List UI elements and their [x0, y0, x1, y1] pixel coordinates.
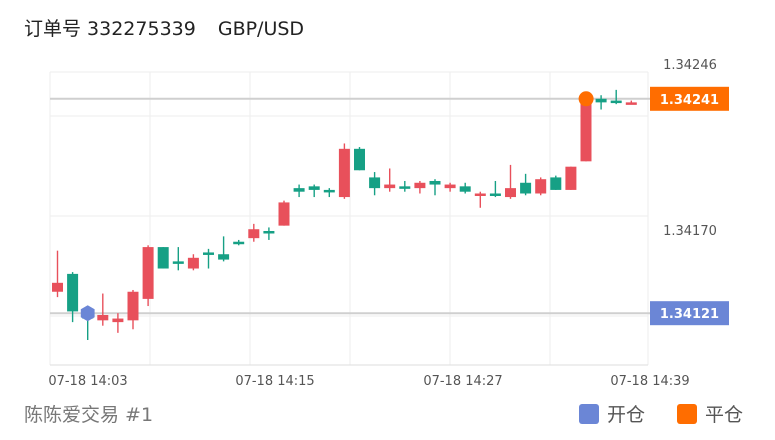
candle-body: [112, 318, 124, 323]
candle-body: [172, 261, 184, 264]
candle-body: [610, 100, 622, 104]
candle-body: [474, 193, 486, 196]
candle-body: [187, 257, 199, 269]
candle-body: [595, 98, 607, 103]
candle-body: [384, 184, 396, 189]
candlestick-chart: 1.34246 1.34170 1.34241 1.34121 07-18 14:03 0…: [48, 58, 729, 389]
candle-body: [203, 252, 214, 255]
symbol-label: GBP/USD: [217, 18, 305, 40]
legend-open: 开仓: [579, 400, 645, 427]
legend-close-label: 平仓: [705, 404, 744, 426]
legend-close: 平仓: [677, 400, 743, 427]
x-tick-label: 07-18 14:15: [235, 374, 314, 389]
x-tick-label: 07-18 14:03: [48, 374, 127, 389]
candle-body: [414, 182, 426, 189]
candle-body: [157, 247, 169, 269]
candle-body: [369, 177, 381, 189]
candle-body: [278, 202, 290, 226]
candle-body: [233, 241, 245, 245]
candle-body: [535, 179, 547, 194]
account-label: 陈陈爱交易 #1: [24, 404, 154, 426]
candle-body: [354, 148, 365, 171]
candle-body: [580, 97, 592, 162]
legend-open-label: 开仓: [607, 404, 646, 426]
candle-body: [565, 166, 577, 190]
candle-body: [520, 182, 532, 194]
candle-body: [97, 314, 109, 321]
open-price-tag-label: 1.34121: [660, 307, 719, 322]
candle-body: [127, 291, 139, 321]
candle-body: [444, 184, 456, 189]
candle-body: [338, 148, 350, 198]
legend-open-swatch: [579, 403, 599, 424]
candle-body: [505, 188, 516, 198]
close-price-tag-label: 1.34241: [660, 93, 719, 108]
close-price-tag-bg: [650, 86, 729, 111]
candle-body: [429, 180, 441, 185]
order-number: 订单号 332275339: [24, 18, 196, 40]
candle-body: [625, 102, 637, 105]
candle-body: [67, 273, 79, 312]
candle-body: [248, 229, 260, 239]
candle-body: [142, 247, 154, 299]
candle-body: [263, 231, 275, 234]
open-price-tag-bg: [650, 301, 729, 326]
candle-body: [550, 177, 562, 190]
candle-body: [323, 189, 335, 193]
candle-body: [308, 186, 320, 190]
x-tick-label: 07-18 14:27: [423, 374, 502, 389]
candle-body: [459, 186, 471, 192]
legend-close-swatch: [677, 403, 697, 424]
candle-body: [293, 188, 305, 192]
y-tick-label: 1.34170: [663, 224, 717, 239]
x-tick-label: 07-18 14:39: [610, 374, 689, 389]
open-marker: [80, 305, 95, 322]
close-marker: [578, 91, 594, 107]
candle-body: [218, 254, 230, 260]
candle-body: [52, 282, 63, 292]
chart-header: 订单号 332275339 GBP/USD: [24, 14, 304, 41]
candle-body: [399, 186, 411, 189]
y-tick-label: 1.34246: [663, 58, 717, 73]
candle-body: [489, 193, 501, 196]
